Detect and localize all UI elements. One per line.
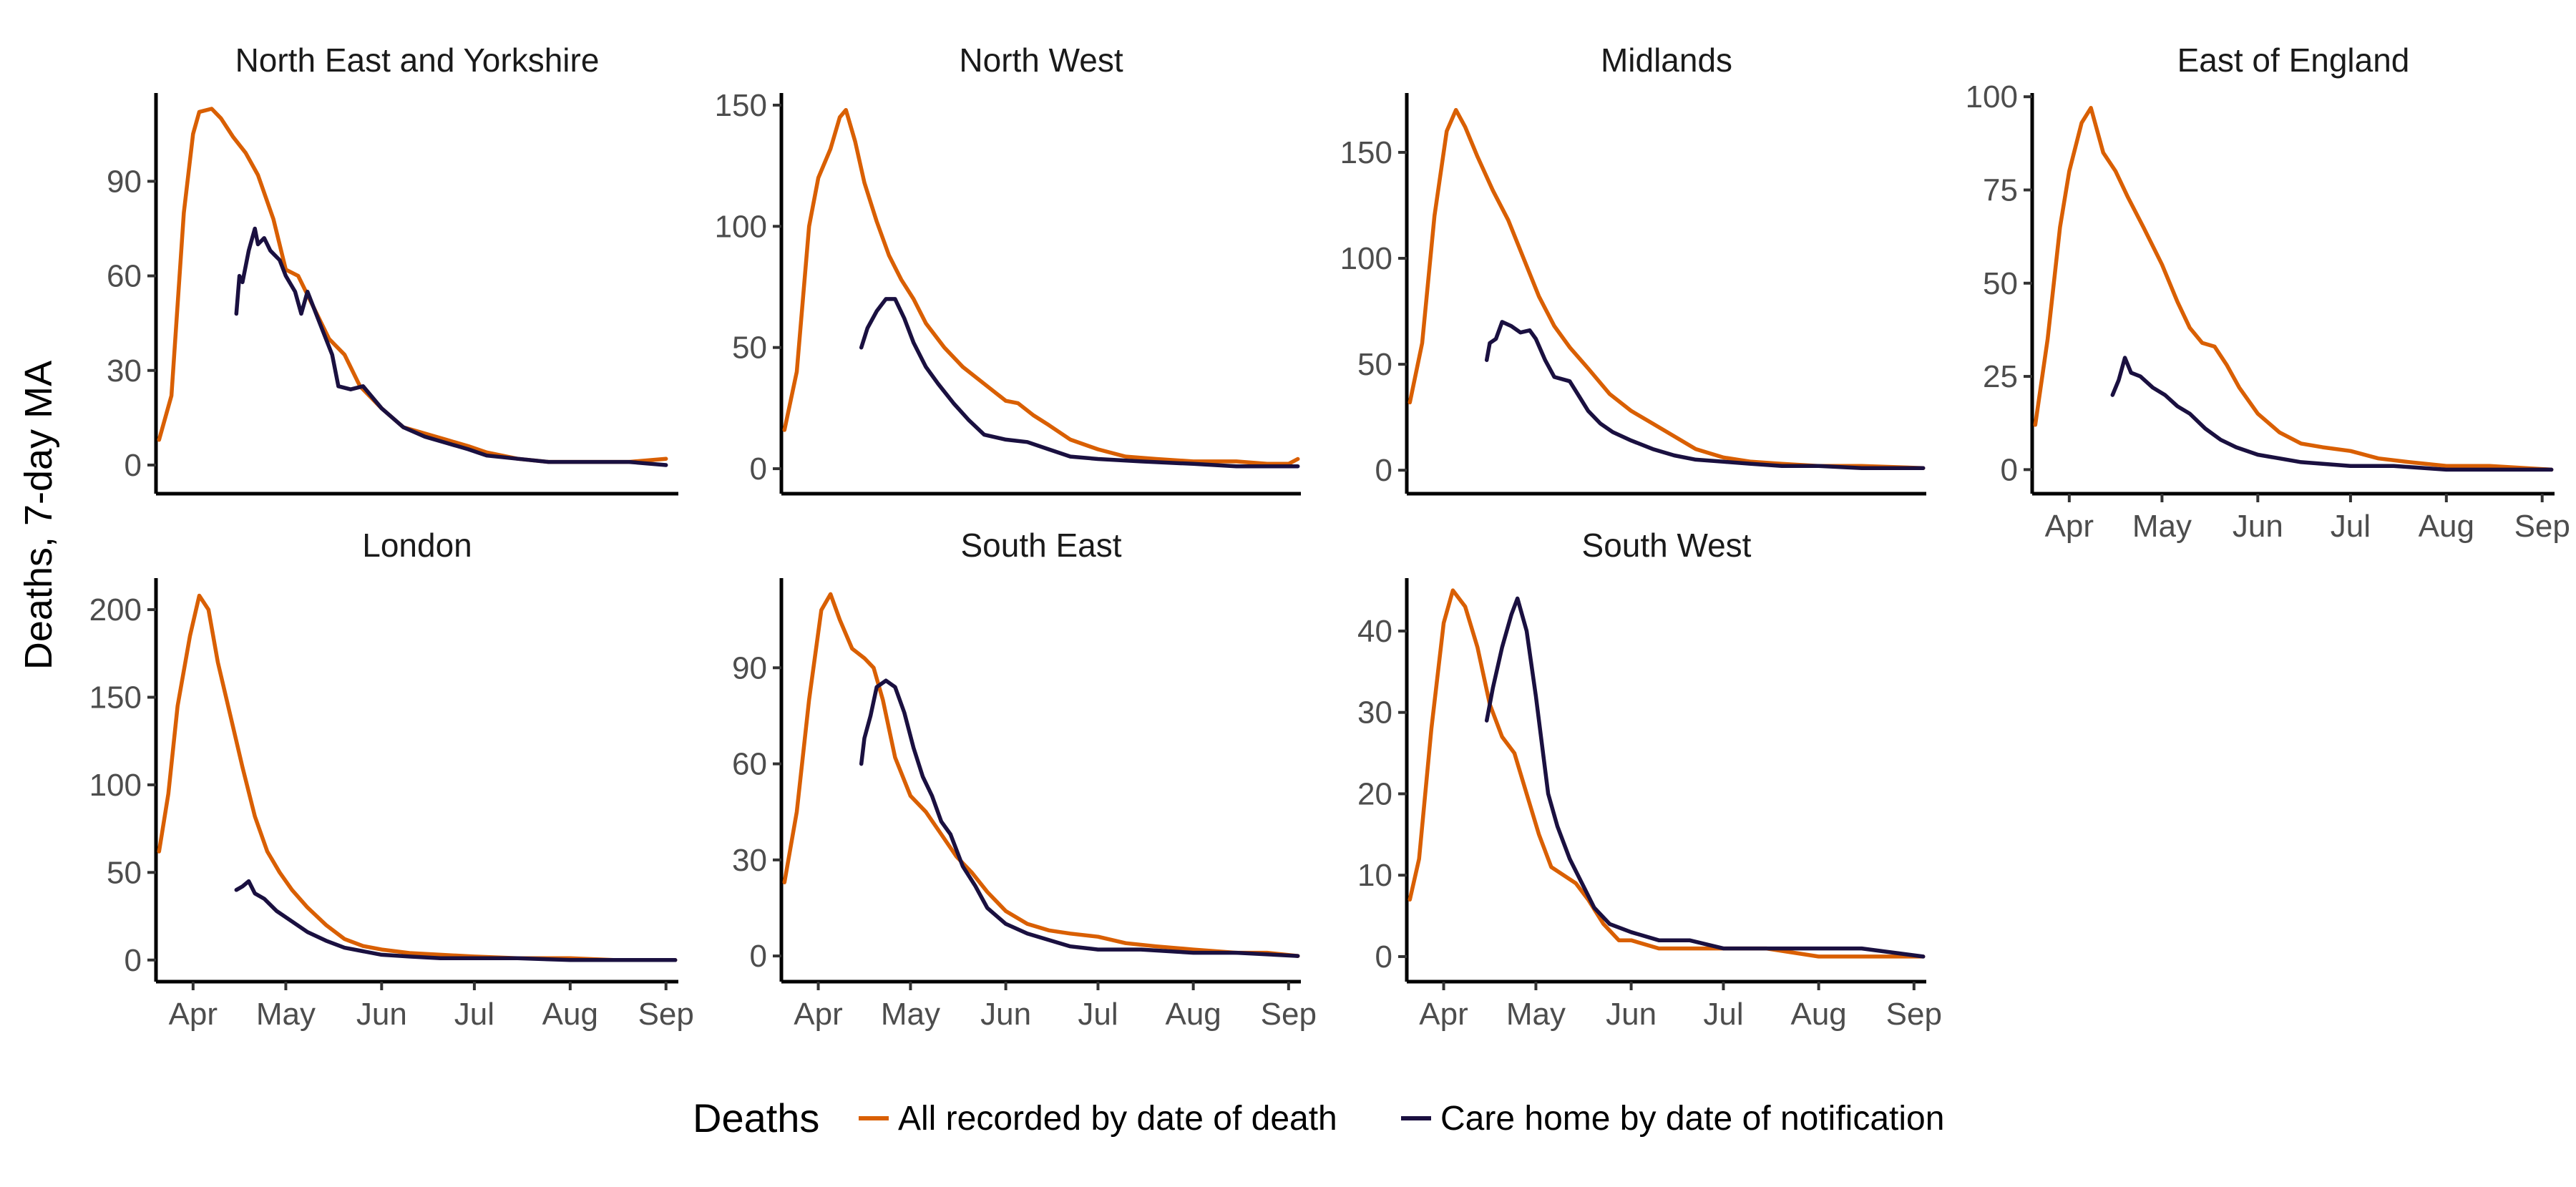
series-line-all-recorded-by-date-of-death	[2033, 106, 2554, 472]
y-tick-label: 0	[750, 939, 767, 974]
x-tick-label: Sep	[1886, 997, 1942, 1032]
y-tick-label: 150	[715, 88, 767, 123]
y-tick-label: 0	[125, 943, 142, 978]
x-tick-label: Sep	[1261, 997, 1317, 1032]
panel-title: South West	[1582, 527, 1752, 564]
x-tick-label: Aug	[542, 997, 598, 1032]
legend-label: All recorded by date of death	[898, 1100, 1337, 1138]
series-line-all-recorded-by-date-of-death	[1407, 588, 1926, 959]
panel-south-west: South West 0 10 20 30 40 Apr May Jun Jul Aug Sep	[1357, 527, 1942, 1032]
y-tick-label: 60	[732, 747, 767, 782]
panel-title: London	[362, 527, 472, 564]
y-tick-label: 50	[107, 855, 142, 890]
panel-london: London 0 50 100 150 200 Apr May Jun Jul Aug Sep	[89, 527, 694, 1032]
series-line-care-home-by-date-of-notification	[2110, 356, 2554, 472]
x-tick-label: Jul	[1703, 997, 1743, 1032]
y-tick-label: 40	[1357, 614, 1392, 649]
series-line-all-recorded-by-date-of-death	[782, 592, 1300, 958]
series-line-care-home-by-date-of-notification	[1484, 596, 1926, 959]
panel-east-of-england: East of England 0 25 50 75 100 Apr May Jun Jul Aug…	[1966, 41, 2570, 544]
x-tick-label: Aug	[1790, 997, 1846, 1032]
y-tick-label: 0	[750, 451, 767, 487]
x-tick-label: Jul	[454, 997, 494, 1032]
x-tick-label: Jun	[980, 997, 1031, 1032]
y-tick-label: 150	[1340, 135, 1392, 170]
y-tick-label: 0	[1375, 939, 1392, 974]
y-axis-title: Deaths, 7-day MA	[17, 361, 60, 670]
x-tick-label: May	[256, 997, 316, 1032]
x-tick-label: Jun	[2233, 509, 2283, 544]
x-tick-label: Aug	[1165, 997, 1221, 1032]
panel-title: East of England	[2177, 41, 2410, 79]
y-tick-label: 90	[732, 650, 767, 685]
legend-title: Deaths	[693, 1095, 819, 1140]
x-tick-label: Sep	[638, 997, 694, 1032]
legend: Deaths All recorded by date of death Care…	[693, 1095, 1944, 1140]
x-tick-label: Jul	[2331, 509, 2371, 544]
y-tick-label: 25	[1983, 359, 2018, 394]
y-tick-label: 0	[1375, 453, 1392, 488]
y-tick-label: 100	[1340, 241, 1392, 276]
series-line-all-recorded-by-date-of-death	[157, 107, 668, 464]
y-tick-label: 100	[715, 209, 767, 244]
y-tick-label: 50	[1983, 266, 2018, 301]
y-tick-label: 30	[732, 843, 767, 878]
series-line-all-recorded-by-date-of-death	[1407, 107, 1926, 470]
y-tick-label: 150	[89, 680, 142, 715]
series-line-care-home-by-date-of-notification	[859, 297, 1300, 469]
x-tick-label: Aug	[2419, 509, 2474, 544]
series-line-care-home-by-date-of-notification	[859, 678, 1300, 958]
x-tick-label: Apr	[2045, 509, 2094, 544]
panel-title: South East	[960, 527, 1121, 564]
y-tick-label: 75	[1983, 173, 2018, 208]
panel-midlands: Midlands 0 50 100 150	[1340, 41, 1926, 496]
y-tick-label: 200	[89, 592, 142, 627]
series-line-care-home-by-date-of-notification	[234, 226, 668, 467]
x-tick-label: Apr	[1419, 997, 1468, 1032]
panel-north-west: North West 0 50 100 150	[715, 41, 1301, 496]
x-tick-label: Apr	[169, 997, 218, 1032]
x-tick-label: Jul	[1078, 997, 1118, 1032]
chart-panels: North East and Yorkshire 0 30 60 90 North Wes…	[89, 41, 2570, 1032]
panel-south-east: South East 0 30 60 90 Apr May Jun Jul Aug Sep	[732, 527, 1317, 1032]
x-tick-label: May	[1506, 997, 1566, 1032]
panel-title: North West	[959, 41, 1123, 79]
y-tick-label: 30	[107, 353, 142, 389]
series-line-care-home-by-date-of-notification	[1484, 320, 1926, 470]
series-line-all-recorded-by-date-of-death	[782, 107, 1300, 467]
y-tick-label: 20	[1357, 776, 1392, 811]
y-tick-label: 50	[1357, 347, 1392, 382]
x-tick-label: Apr	[794, 997, 842, 1032]
series-line-all-recorded-by-date-of-death	[157, 593, 678, 962]
y-tick-label: 30	[1357, 695, 1392, 731]
legend-label: Care home by date of notification	[1440, 1100, 1944, 1138]
y-tick-label: 50	[732, 331, 767, 366]
x-tick-label: Sep	[2514, 509, 2570, 544]
panel-north-east-and-yorkshire: North East and Yorkshire 0 30 60 90	[107, 41, 678, 496]
y-tick-label: 100	[89, 768, 142, 803]
x-tick-label: May	[2132, 509, 2192, 544]
y-tick-label: 0	[125, 448, 142, 483]
x-tick-label: May	[881, 997, 940, 1032]
x-tick-label: Jun	[356, 997, 407, 1032]
panel-title: North East and Yorkshire	[235, 41, 600, 79]
x-tick-label: Jun	[1606, 997, 1657, 1032]
y-tick-label: 100	[1966, 79, 2018, 114]
y-tick-label: 10	[1357, 858, 1392, 893]
y-tick-label: 0	[2001, 452, 2018, 487]
y-tick-label: 90	[107, 164, 142, 199]
panel-title: Midlands	[1601, 41, 1732, 79]
y-tick-label: 60	[107, 259, 142, 294]
series-line-care-home-by-date-of-notification	[234, 879, 678, 962]
